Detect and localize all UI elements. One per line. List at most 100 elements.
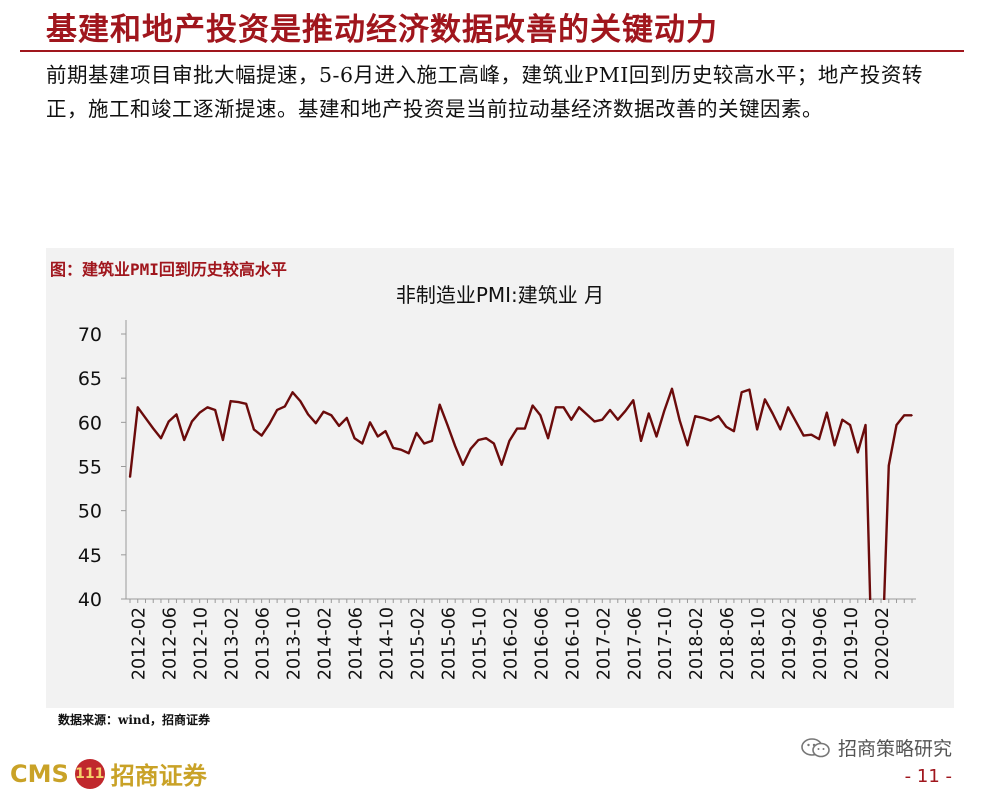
- x-tick-label: 2014-06: [347, 607, 367, 680]
- data-point: [616, 418, 619, 421]
- data-point: [686, 444, 689, 447]
- data-point: [469, 448, 472, 450]
- data-point: [508, 440, 511, 442]
- y-tick-label: 50: [78, 501, 102, 523]
- data-point: [802, 434, 805, 437]
- data-point: [647, 412, 650, 415]
- title-divider: [20, 50, 964, 52]
- data-point: [841, 418, 844, 421]
- data-point: [500, 463, 503, 466]
- data-point: [632, 399, 635, 402]
- data-point: [284, 405, 286, 408]
- data-point: [260, 434, 263, 437]
- y-tick-label: 70: [78, 324, 102, 346]
- data-point: [446, 424, 449, 426]
- brand-logo-group: CMS 111 招商证券: [10, 756, 207, 791]
- data-point: [911, 414, 913, 417]
- data-point: [655, 435, 658, 438]
- x-tick-label: 2015-02: [408, 607, 428, 680]
- data-point: [818, 438, 820, 440]
- data-point: [524, 427, 526, 430]
- page-number: - 11 -: [904, 766, 952, 787]
- data-point: [547, 437, 549, 440]
- data-point: [857, 451, 859, 454]
- data-point: [539, 414, 542, 417]
- data-point: [562, 406, 565, 409]
- data-point: [895, 424, 898, 426]
- data-point: [477, 439, 480, 441]
- brand-emblem-icon: 111: [74, 758, 105, 789]
- y-tick-label: 45: [78, 545, 102, 567]
- data-point: [322, 410, 325, 413]
- data-point: [663, 410, 666, 412]
- data-point: [423, 442, 426, 445]
- data-point: [609, 409, 611, 411]
- data-point: [330, 414, 333, 417]
- y-tick-label: 65: [78, 368, 102, 390]
- data-point: [392, 447, 395, 449]
- x-tick-label: 2018-06: [718, 607, 738, 680]
- data-point: [338, 425, 340, 427]
- data-point: [345, 417, 348, 419]
- data-point: [903, 414, 906, 417]
- data-point: [183, 439, 185, 441]
- data-point: [748, 388, 751, 391]
- x-tick-label: 2019-06: [811, 607, 831, 680]
- data-point: [253, 428, 255, 431]
- wechat-account: 招商策略研究: [800, 734, 952, 761]
- data-point: [376, 435, 379, 438]
- series-line-construction-pmi: [128, 387, 912, 600]
- data-point: [833, 444, 836, 447]
- data-point: [175, 413, 178, 416]
- x-tick-label: 2016-10: [563, 607, 583, 680]
- x-tick-label: 2016-06: [532, 607, 552, 680]
- data-point: [601, 418, 604, 421]
- data-point: [431, 440, 433, 442]
- data-point: [454, 445, 456, 447]
- data-point: [787, 406, 789, 409]
- x-tick-label: 2012-02: [130, 607, 150, 680]
- chart-title: 非制造业PMI:建筑业 月: [396, 283, 604, 307]
- data-point: [129, 476, 131, 478]
- data-point: [702, 417, 704, 419]
- data-point: [725, 425, 727, 428]
- data-point: [369, 421, 371, 424]
- x-axis: 2012-02 2012-06 2012-10 2013-02 2013-06 2013-…: [126, 598, 916, 680]
- data-point: [291, 391, 294, 394]
- x-tick-label: 2019-02: [780, 607, 800, 680]
- data-point: [299, 400, 302, 402]
- data-point: [826, 411, 828, 414]
- data-point: [136, 406, 139, 409]
- data-point: [671, 387, 673, 390]
- x-tick-label: 2012-10: [192, 607, 212, 680]
- data-point: [198, 411, 201, 414]
- data-point: [887, 464, 890, 467]
- data-point: [222, 439, 224, 441]
- data-point: [493, 442, 495, 445]
- data-point: [764, 398, 766, 401]
- data-point: [694, 415, 697, 417]
- data-point: [740, 391, 743, 394]
- data-point: [779, 428, 782, 431]
- data-point: [849, 424, 851, 426]
- data-point: [810, 433, 813, 436]
- y-tick-label: 60: [78, 412, 102, 434]
- data-point: [586, 413, 588, 416]
- data-point: [191, 420, 193, 423]
- x-tick-label: 2013-02: [223, 607, 243, 680]
- data-point: [160, 437, 162, 440]
- y-tick-label: 40: [78, 589, 102, 611]
- data-point: [237, 401, 240, 403]
- figure-caption: 图：建筑业PMI回到历史较高水平: [50, 260, 287, 279]
- data-point: [872, 717, 874, 719]
- x-tick-label: 2016-02: [501, 607, 521, 680]
- data-point: [733, 430, 735, 432]
- data-point: [578, 406, 580, 409]
- data-point: [276, 409, 278, 411]
- data-point: [555, 406, 557, 409]
- data-point: [400, 448, 402, 451]
- data-point: [795, 420, 797, 423]
- data-point: [531, 404, 534, 407]
- x-tick-label: 2018-02: [687, 607, 707, 680]
